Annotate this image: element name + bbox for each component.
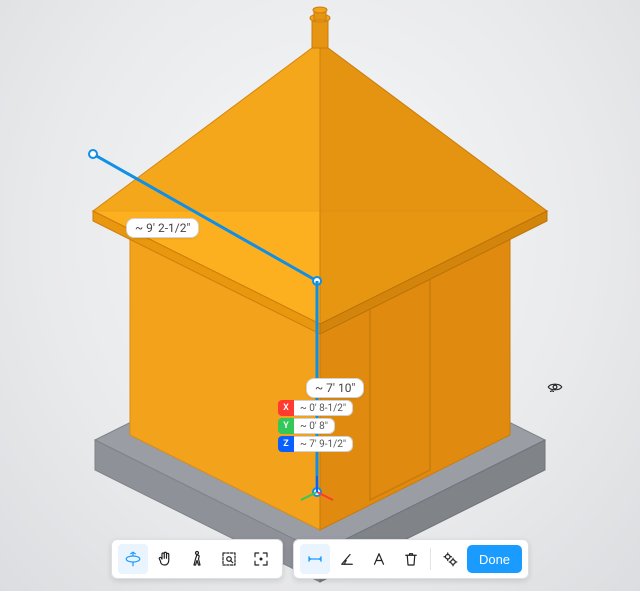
dimension-tool-button[interactable]	[300, 544, 330, 574]
delta-readout: X ~ 0' 8-1/2" Y ~ 0' 8" Z ~ 7' 9-1/2"	[278, 400, 353, 452]
dimension-label-2[interactable]: ~ 7' 10"	[306, 378, 364, 398]
settings-button[interactable]	[435, 544, 465, 574]
axis-val-y: ~ 0' 8"	[294, 418, 335, 434]
delete-button[interactable]	[396, 544, 426, 574]
axis-tag-y: Y	[278, 418, 294, 434]
dimension-label-1[interactable]: ~ 9' 2-1/2"	[126, 218, 199, 238]
delta-row-x: X ~ 0' 8-1/2"	[278, 400, 353, 416]
zoom-region-button[interactable]	[214, 544, 244, 574]
look-at-icon	[546, 378, 564, 400]
done-button[interactable]: Done	[467, 545, 522, 573]
bottom-toolbars: Done	[0, 539, 640, 579]
model-render	[0, 0, 640, 591]
delta-row-z: Z ~ 7' 9-1/2"	[278, 436, 353, 452]
zoom-extents-button[interactable]	[246, 544, 276, 574]
axis-tag-x: X	[278, 400, 294, 416]
delta-row-y: Y ~ 0' 8"	[278, 418, 353, 434]
model-viewport[interactable]: ~ 9' 2-1/2" ~ 7' 10" X ~ 0' 8-1/2" Y ~ 0…	[0, 0, 640, 591]
measure-toolbar: Done	[293, 539, 529, 579]
pan-button[interactable]	[150, 544, 180, 574]
text-tool-button[interactable]	[364, 544, 394, 574]
angle-tool-button[interactable]	[332, 544, 362, 574]
chimney	[310, 7, 330, 48]
orbit-button[interactable]	[118, 544, 148, 574]
toolbar-separator	[430, 548, 431, 570]
walk-button[interactable]	[182, 544, 212, 574]
nav-toolbar	[111, 539, 283, 579]
axis-val-x: ~ 0' 8-1/2"	[294, 400, 353, 416]
axis-val-z: ~ 7' 9-1/2"	[294, 436, 353, 452]
axis-tag-z: Z	[278, 436, 294, 452]
